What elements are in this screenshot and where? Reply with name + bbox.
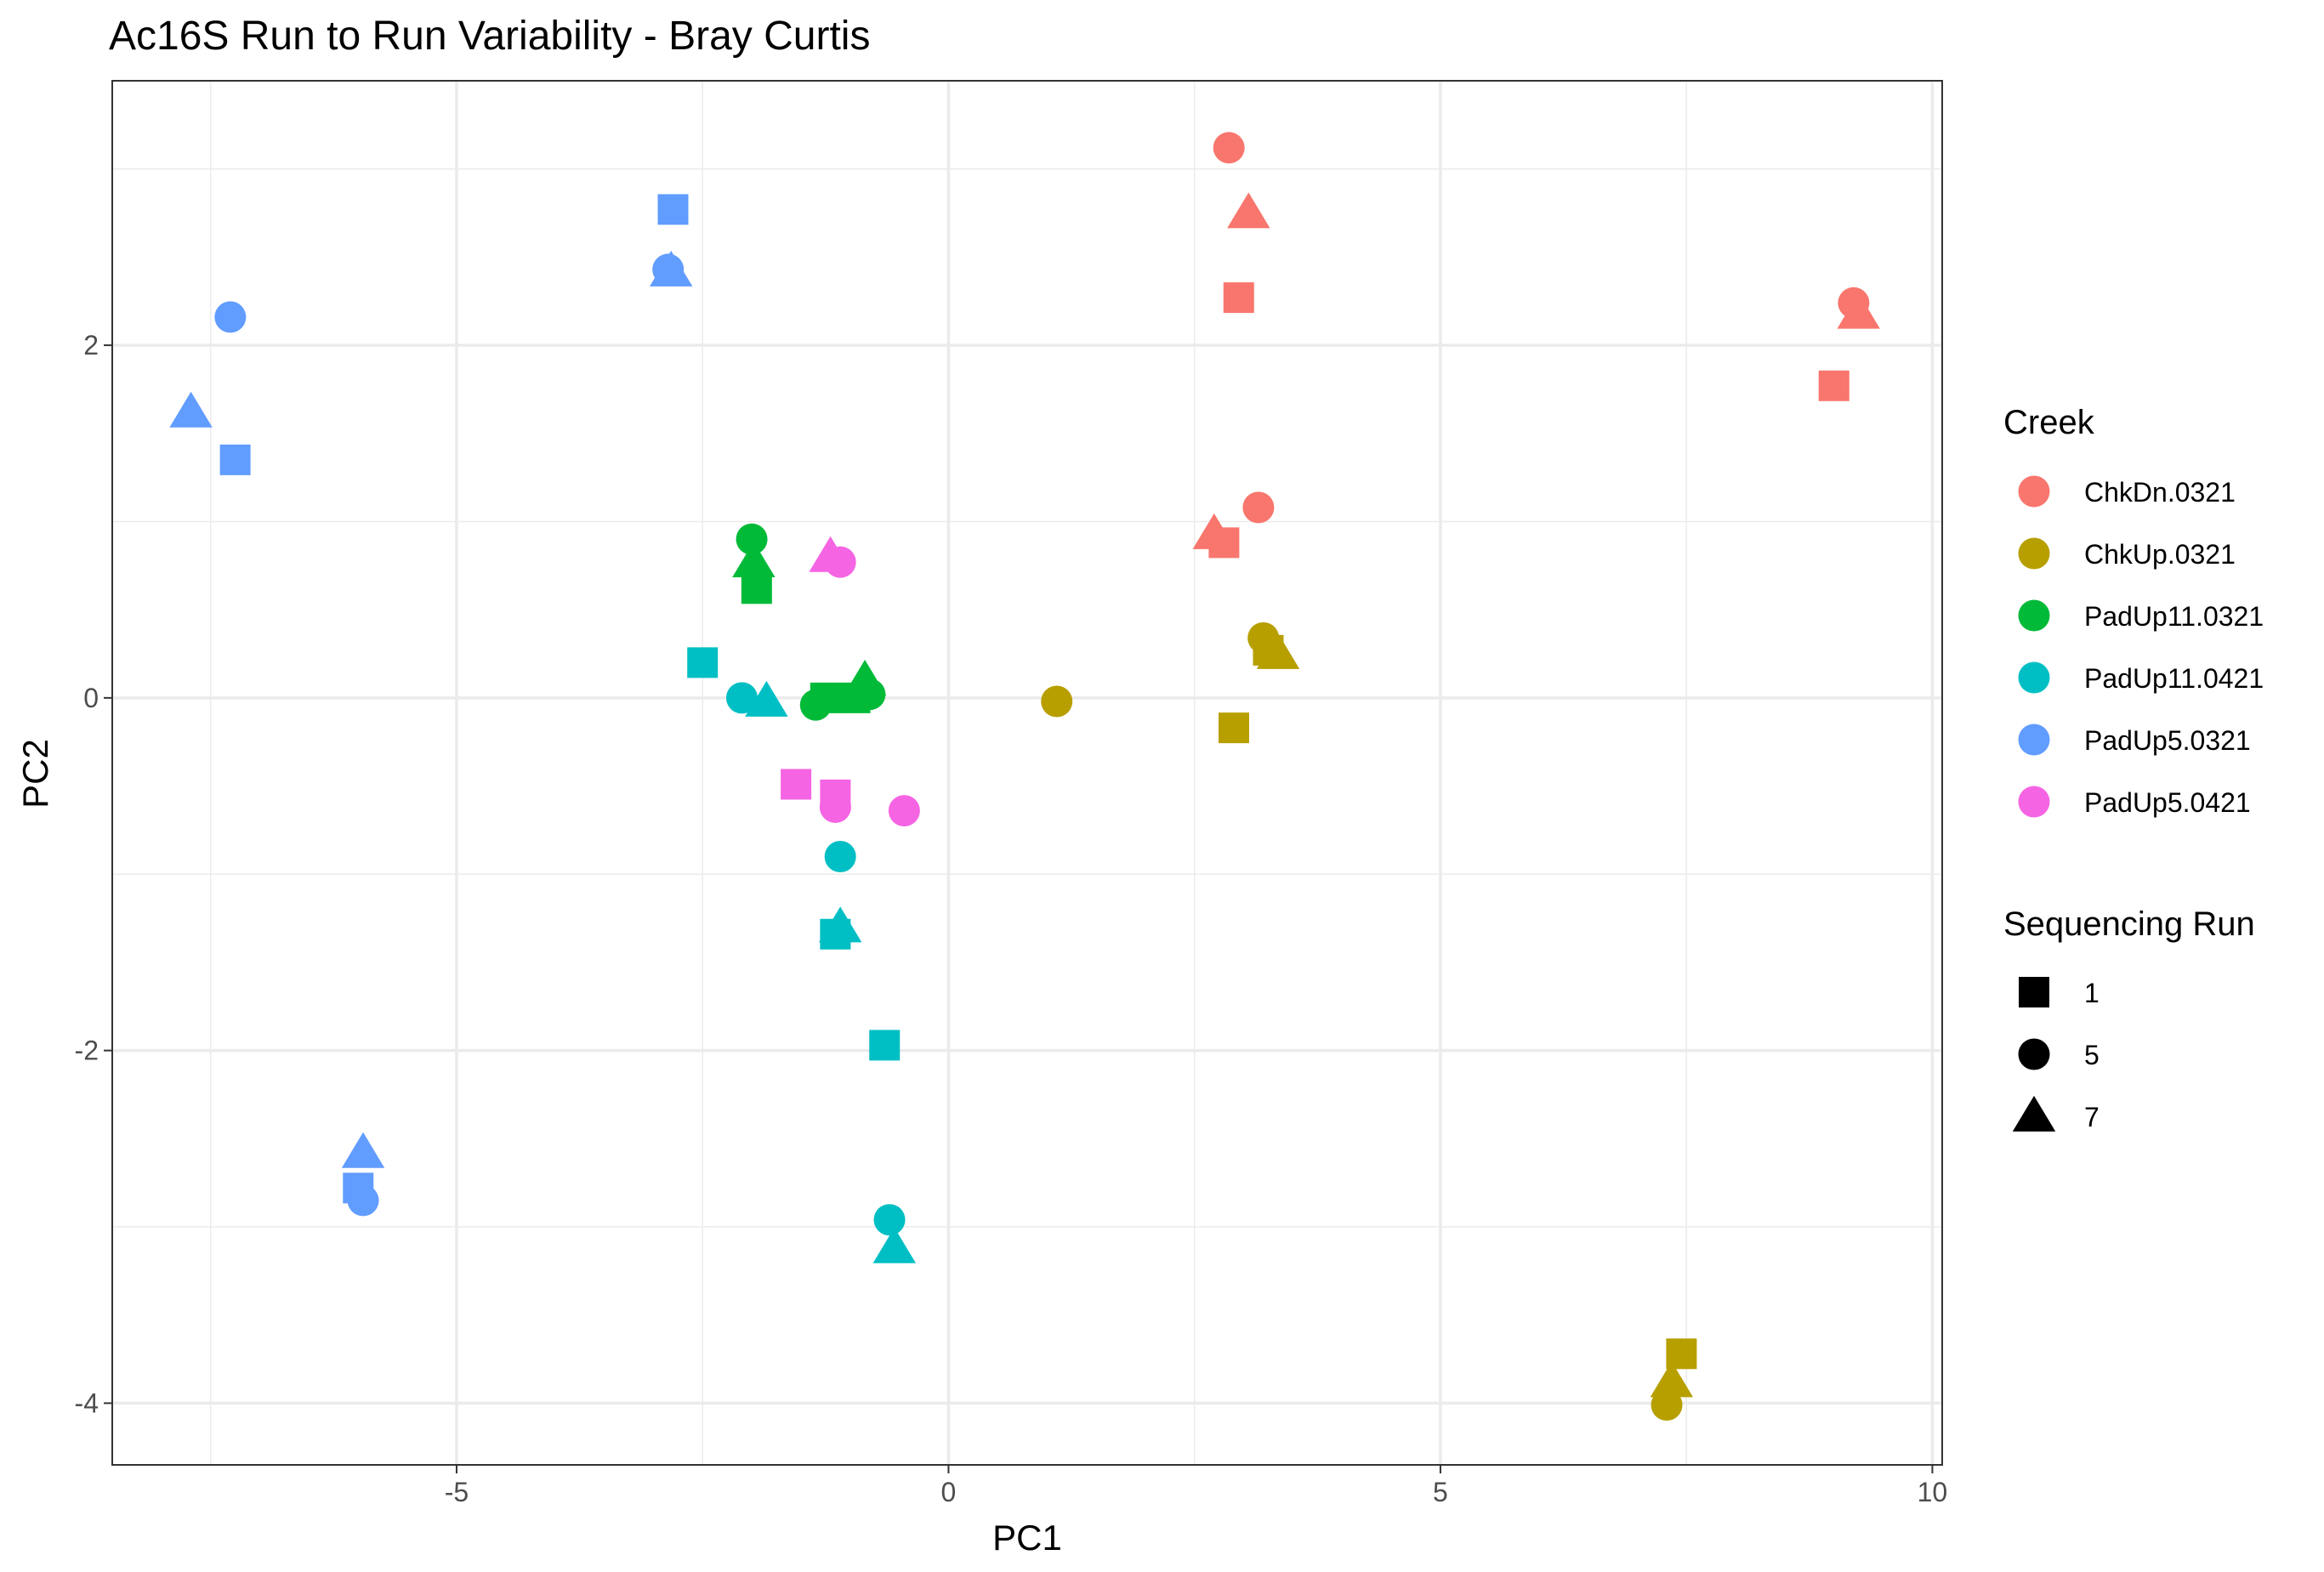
data-point (1218, 712, 1249, 744)
data-point (741, 573, 772, 604)
sequencing-run-legend-key (2019, 977, 2049, 1007)
chart-title: Ac16S Run to Run Variability - Bray Curt… (109, 14, 870, 59)
data-point (1256, 633, 1300, 669)
data-point (1227, 192, 1270, 229)
data-point (1650, 1361, 1694, 1398)
data-point (169, 391, 213, 428)
data-point (1213, 132, 1245, 164)
grid-major (112, 81, 1942, 1465)
x-axis-title: PC1 (992, 1518, 1062, 1558)
creek-legend-label: ChkDn.0321 (2084, 477, 2236, 508)
data-point (869, 1030, 901, 1061)
data-point (1208, 527, 1240, 559)
creek-legend-key (2018, 599, 2050, 632)
data-point (736, 523, 768, 555)
data-point (781, 769, 812, 800)
y-tick-label: -2 (75, 1036, 99, 1066)
creek-legend-label: PadUp5.0421 (2084, 787, 2251, 818)
y-tick-label: 2 (83, 330, 99, 360)
data-point (1818, 370, 1850, 401)
data-points (169, 132, 1880, 1421)
data-point (820, 918, 851, 950)
creek-legend-key (2018, 786, 2050, 818)
data-point (341, 1132, 385, 1168)
creek-legend-label: PadUp11.0421 (2084, 663, 2264, 694)
data-point (649, 250, 693, 287)
sequencing-run-legend-key (2018, 1038, 2050, 1070)
sequencing-run-legend-label: 5 (2084, 1040, 2100, 1070)
data-point (725, 682, 758, 714)
data-point (219, 444, 251, 475)
creek-legend-key (2018, 475, 2050, 508)
plot-area (111, 80, 1943, 1466)
data-point (824, 841, 856, 873)
data-point (657, 194, 689, 225)
x-tick-label: 5 (1433, 1477, 1448, 1507)
data-point (214, 301, 247, 333)
plot-panel (112, 81, 1942, 1465)
creek-legend-key (2018, 537, 2050, 570)
data-point (1242, 491, 1275, 524)
sequencing-run-legend: Sequencing Run 1 5 7 (2003, 905, 2255, 1132)
data-point (745, 680, 788, 717)
creek-legend-key (2018, 724, 2050, 756)
data-point (1041, 685, 1073, 718)
y-tick-label: 0 (83, 683, 99, 713)
data-point (872, 1227, 917, 1263)
x-axis-ticks: -5 0 5 10 (445, 1465, 1948, 1507)
y-axis-ticks: -4 -2 0 2 (75, 330, 112, 1418)
data-point (687, 647, 719, 678)
data-point (824, 546, 856, 578)
sequencing-run-legend-label: 7 (2084, 1102, 2100, 1132)
x-tick-label: 10 (1918, 1477, 1948, 1507)
data-point (1223, 282, 1254, 314)
data-point (888, 795, 920, 827)
y-tick-label: -4 (75, 1388, 99, 1418)
data-point (799, 689, 832, 721)
x-tick-label: -5 (445, 1477, 469, 1507)
creek-legend-label: ChkUp.0321 (2084, 539, 2236, 570)
y-axis-title: PC2 (15, 739, 55, 809)
creek-legend-label: PadUp11.0321 (2084, 601, 2264, 632)
creek-legend-key (2018, 661, 2050, 694)
sequencing-run-legend-label: 1 (2084, 978, 2100, 1008)
creek-legend-label: PadUp5.0321 (2084, 725, 2251, 756)
data-point (347, 1184, 379, 1217)
data-point (1837, 292, 1880, 329)
data-point (873, 1204, 906, 1236)
x-tick-label: 0 (941, 1477, 957, 1507)
sequencing-run-legend-key (2012, 1095, 2056, 1132)
creek-legend-title: Creek (2003, 404, 2095, 441)
creek-legend: Creek ChkDn.0321 ChkUp.0321 PadUp11.0321 Pa… (2003, 404, 2264, 818)
sequencing-run-legend-title: Sequencing Run (2003, 905, 2255, 943)
plot-panel-border (111, 80, 1943, 1466)
data-point (819, 791, 851, 823)
data-point (1651, 1388, 1683, 1421)
data-point (732, 542, 776, 578)
grid-minor (112, 81, 1942, 1465)
data-point (854, 678, 886, 711)
